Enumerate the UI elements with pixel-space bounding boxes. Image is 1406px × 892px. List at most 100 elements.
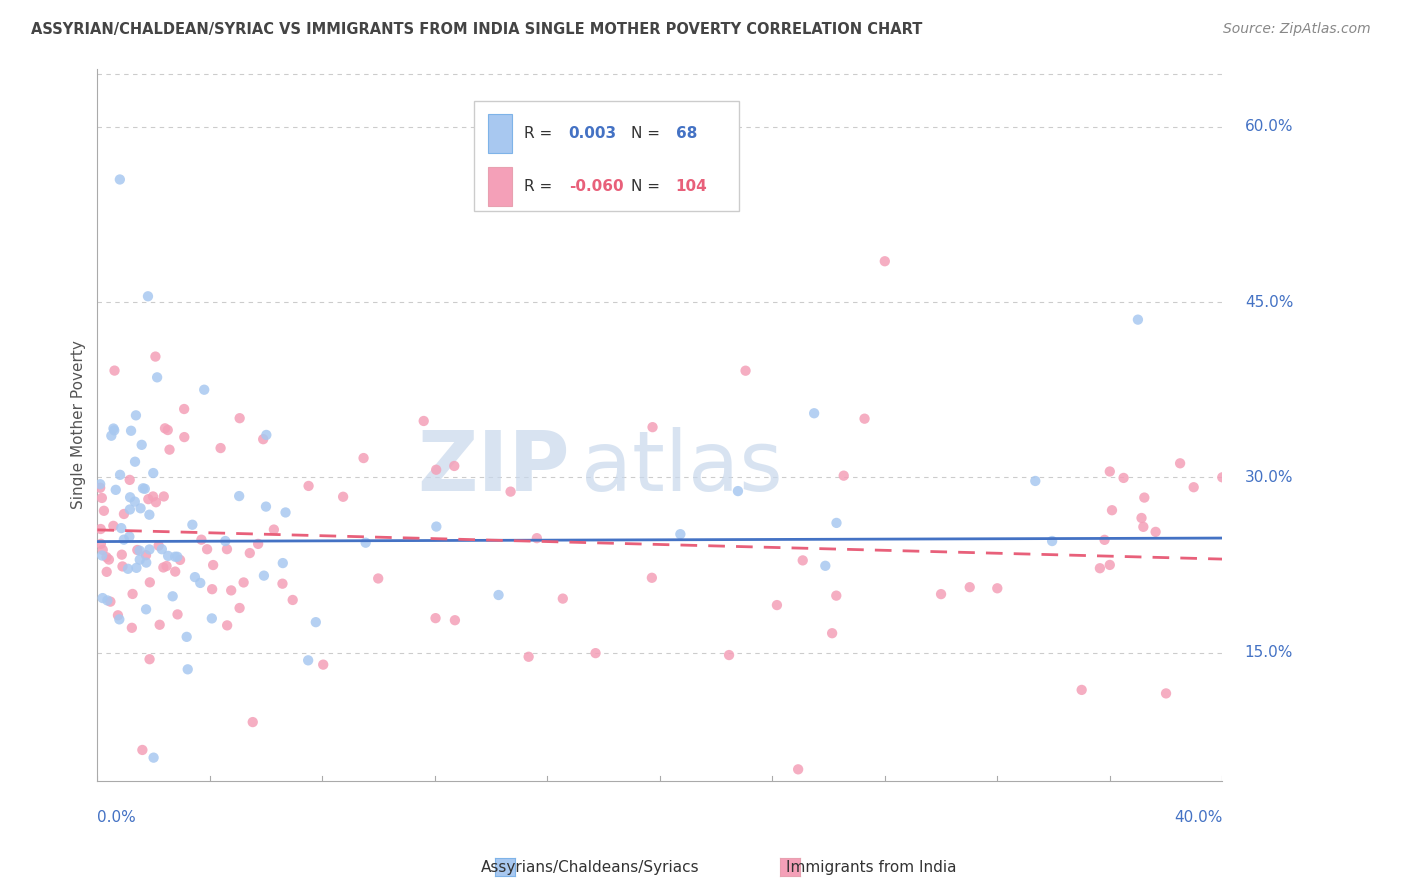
Point [444, 613, 467, 627]
Point [803, 406, 825, 420]
Point [142, 490, 165, 504]
Point [792, 553, 814, 567]
Point [1024, 474, 1046, 488]
Point [353, 451, 375, 466]
Point [149, 617, 172, 632]
Point [271, 556, 294, 570]
Point [103, 423, 125, 437]
Text: 104: 104 [675, 179, 707, 194]
Point [425, 519, 447, 533]
Point [150, 542, 173, 557]
Text: Source: ZipAtlas.com: Source: ZipAtlas.com [1223, 22, 1371, 37]
Point [132, 481, 155, 495]
Point [103, 363, 125, 377]
Point [125, 409, 148, 423]
Point [1070, 682, 1092, 697]
Point [166, 607, 188, 622]
Text: ASSYRIAN/CHALDEAN/SYRIAC VS IMMIGRANTS FROM INDIA SINGLE MOTHER POVERTY CORRELAT: ASSYRIAN/CHALDEAN/SYRIAC VS IMMIGRANTS F… [31, 22, 922, 37]
Point [718, 648, 741, 662]
Point [184, 570, 207, 584]
Point [332, 490, 354, 504]
Point [787, 762, 810, 776]
Point [425, 463, 447, 477]
Point [104, 483, 127, 497]
Point [1094, 533, 1116, 547]
Point [90, 522, 112, 536]
Point [121, 621, 143, 635]
Point [1126, 312, 1149, 326]
Point [173, 430, 195, 444]
Point [155, 559, 177, 574]
Point [131, 743, 153, 757]
Point [190, 533, 212, 547]
Text: Assyrians/Chaldeans/Syriacs: Assyrians/Chaldeans/Syriacs [481, 860, 700, 874]
Point [526, 531, 548, 545]
Point [135, 556, 157, 570]
Point [305, 615, 328, 630]
Point [124, 455, 146, 469]
Point [641, 571, 664, 585]
Point [1132, 520, 1154, 534]
Point [176, 630, 198, 644]
Y-axis label: Single Mother Poverty: Single Mother Poverty [72, 341, 86, 509]
Point [195, 542, 218, 557]
Point [1088, 561, 1111, 575]
Point [297, 479, 319, 493]
Point [138, 508, 160, 522]
Point [128, 543, 150, 558]
Point [107, 608, 129, 623]
Point [734, 364, 756, 378]
Point [239, 546, 262, 560]
Point [138, 542, 160, 557]
Point [253, 568, 276, 582]
Point [108, 612, 131, 626]
Point [297, 653, 319, 667]
Point [142, 466, 165, 480]
Point [110, 521, 132, 535]
Text: N =: N = [630, 179, 659, 194]
Text: atlas: atlas [581, 427, 783, 508]
Point [832, 468, 855, 483]
Point [873, 254, 896, 268]
FancyBboxPatch shape [488, 167, 512, 206]
Text: ZIP: ZIP [418, 427, 569, 508]
Text: 68: 68 [675, 126, 697, 141]
Point [103, 519, 125, 533]
Point [100, 428, 122, 442]
Point [118, 502, 141, 516]
Point [585, 646, 607, 660]
Point [219, 583, 242, 598]
Point [499, 484, 522, 499]
Point [281, 593, 304, 607]
Text: 60.0%: 60.0% [1244, 120, 1294, 135]
Point [1144, 524, 1167, 539]
Point [1112, 471, 1135, 485]
Point [129, 501, 152, 516]
Point [128, 552, 150, 566]
Point [111, 548, 134, 562]
Text: 40.0%: 40.0% [1174, 810, 1222, 824]
Point [108, 172, 131, 186]
Point [162, 590, 184, 604]
Point [228, 411, 250, 425]
Point [252, 432, 274, 446]
Point [641, 420, 664, 434]
Point [201, 611, 224, 625]
Point [1130, 511, 1153, 525]
Point [159, 442, 181, 457]
Point [146, 370, 169, 384]
Point [157, 549, 180, 563]
Point [1133, 491, 1156, 505]
Text: R =: R = [523, 179, 553, 194]
Point [193, 383, 215, 397]
Point [1211, 470, 1233, 484]
Point [354, 535, 377, 549]
Point [118, 473, 141, 487]
Point [188, 576, 211, 591]
Point [112, 533, 135, 547]
Point [139, 575, 162, 590]
Point [91, 549, 114, 563]
Point [127, 543, 149, 558]
Point [90, 491, 112, 505]
Point [96, 593, 118, 607]
